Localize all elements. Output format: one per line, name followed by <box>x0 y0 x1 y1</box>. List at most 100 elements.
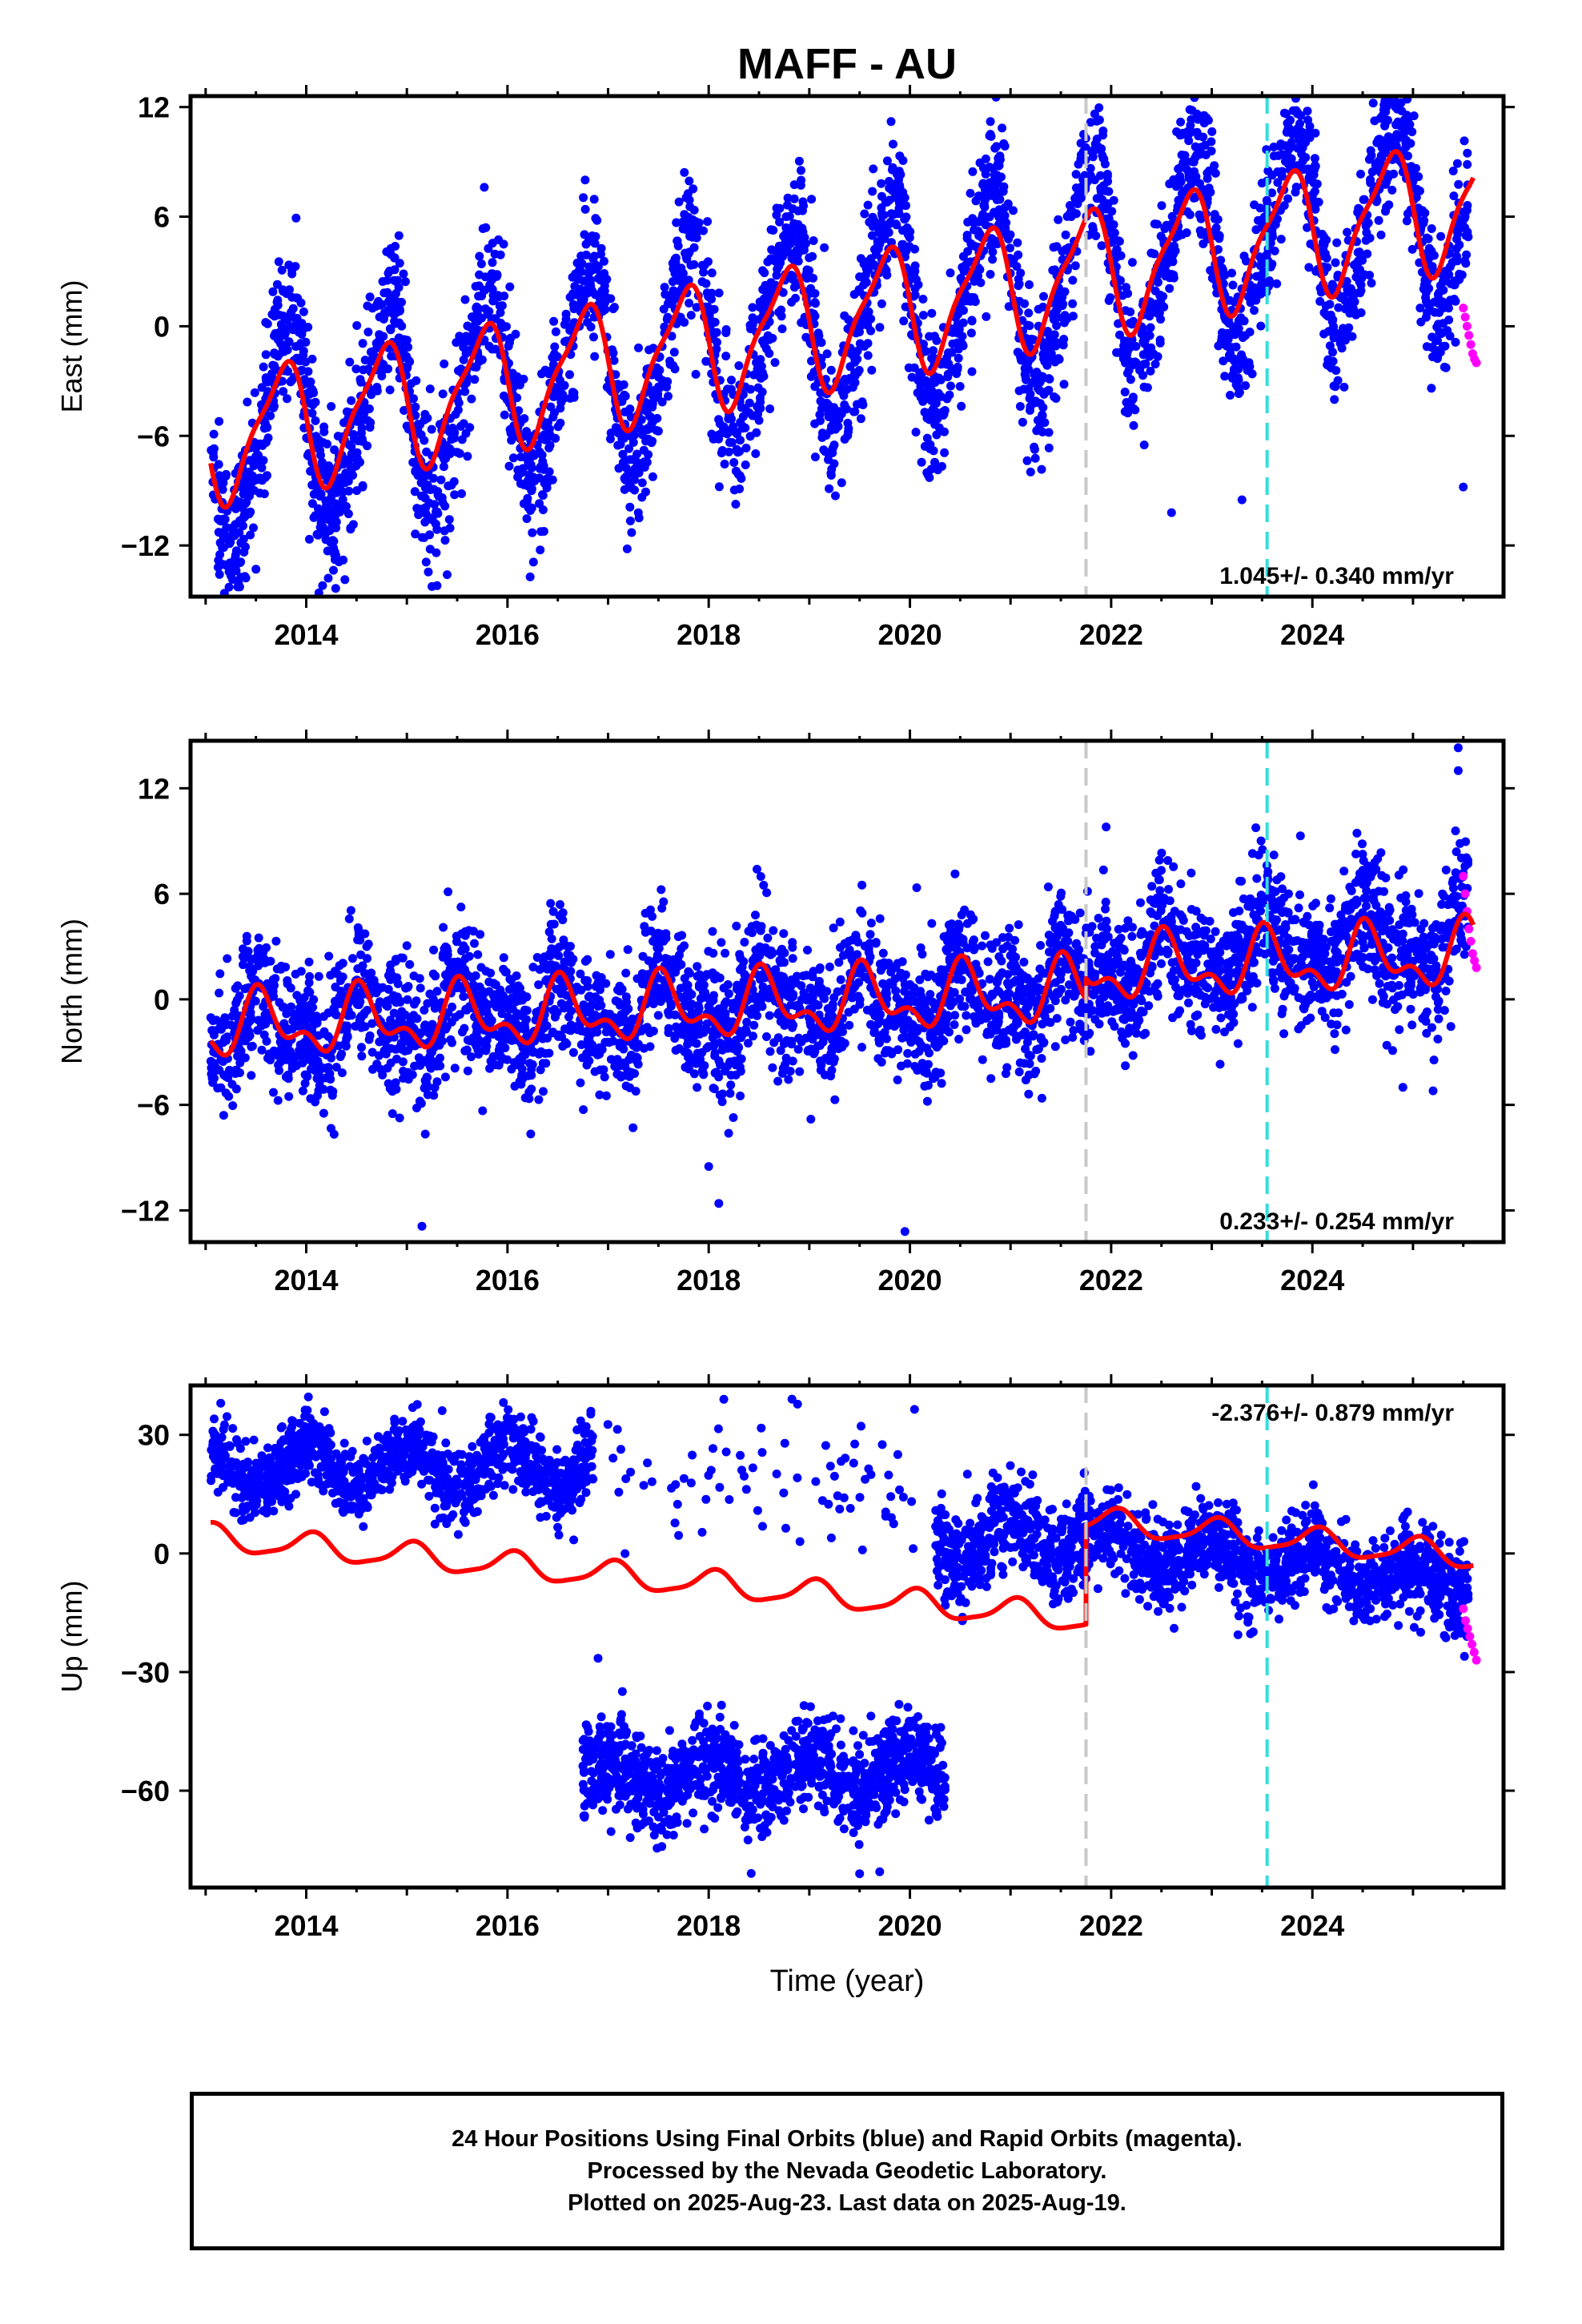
data-point <box>327 402 336 411</box>
data-point <box>1356 286 1366 296</box>
data-point <box>1395 920 1404 930</box>
data-point <box>283 394 291 404</box>
data-point <box>535 447 544 456</box>
data-point <box>1184 136 1194 146</box>
data-point <box>844 315 853 324</box>
data-point <box>391 319 400 328</box>
data-point <box>814 331 824 340</box>
data-point <box>1319 308 1329 317</box>
data-point <box>304 534 314 544</box>
data-point <box>1103 177 1113 186</box>
data-point <box>1251 225 1261 235</box>
data-point <box>877 179 886 188</box>
data-point <box>962 231 972 240</box>
data-point <box>1195 210 1204 219</box>
data-point <box>1326 894 1335 903</box>
data-point <box>215 969 225 979</box>
data-point <box>1343 227 1352 237</box>
data-point <box>1401 138 1411 147</box>
data-point <box>850 407 860 416</box>
data-point <box>980 195 990 205</box>
data-point <box>287 262 297 271</box>
data-point <box>1032 426 1042 436</box>
data-point <box>670 255 680 263</box>
data-point <box>1303 115 1313 125</box>
data-point <box>889 139 897 149</box>
data-point <box>777 324 787 334</box>
data-point <box>916 943 926 952</box>
data-point <box>576 251 586 261</box>
data-point <box>699 267 709 277</box>
data-point <box>724 989 733 999</box>
data-point <box>433 490 443 500</box>
data-point <box>1066 1017 1075 1027</box>
data-point <box>1127 396 1136 405</box>
data-point <box>1068 275 1078 285</box>
data-point <box>999 139 1009 148</box>
data-point <box>746 324 755 334</box>
data-point <box>1112 245 1122 255</box>
data-point <box>1333 376 1343 385</box>
data-point <box>422 447 432 456</box>
data-point <box>752 369 761 379</box>
data-point <box>901 201 910 211</box>
data-point <box>440 359 449 368</box>
data-point <box>602 275 612 284</box>
data-point <box>1460 136 1469 146</box>
data-point <box>259 362 268 372</box>
data-point <box>886 209 896 219</box>
data-point <box>1322 235 1331 245</box>
data-point <box>1354 203 1363 213</box>
data-point <box>528 528 537 537</box>
data-point <box>1277 167 1287 176</box>
data-point <box>796 180 805 190</box>
data-point <box>228 528 238 537</box>
data-point <box>313 489 323 498</box>
data-point <box>1303 107 1312 116</box>
data-point <box>1175 163 1185 172</box>
data-point <box>331 509 340 519</box>
data-point <box>623 945 632 955</box>
data-point <box>363 328 373 337</box>
data-point <box>444 887 453 897</box>
data-point <box>1074 159 1083 169</box>
data-point <box>1368 99 1378 108</box>
data-point <box>1329 333 1339 343</box>
data-point <box>911 428 921 437</box>
data-point <box>1257 179 1267 188</box>
data-point <box>968 167 978 176</box>
data-point <box>231 553 240 563</box>
data-point <box>1457 270 1467 279</box>
data-point <box>1207 137 1216 147</box>
data-point <box>593 274 603 283</box>
data-point <box>1024 308 1034 318</box>
data-point <box>365 292 375 302</box>
data-point <box>1053 312 1062 322</box>
data-point <box>674 197 684 207</box>
data-point <box>1145 312 1154 321</box>
data-point <box>766 225 776 235</box>
data-point <box>1427 384 1436 393</box>
data-point <box>209 452 219 462</box>
data-point <box>953 364 962 374</box>
data-point <box>1349 304 1359 314</box>
data-point <box>957 401 966 411</box>
data-point <box>966 296 975 306</box>
data-point <box>221 472 231 481</box>
data-point <box>1310 154 1319 163</box>
data-point <box>861 263 871 273</box>
data-point <box>589 332 598 342</box>
data-point <box>367 1047 377 1057</box>
data-point <box>622 544 632 553</box>
data-point <box>1461 837 1471 846</box>
data-point <box>1444 316 1454 324</box>
data-point <box>1427 224 1436 233</box>
data-point <box>748 411 757 420</box>
data-point <box>550 384 560 394</box>
data-point <box>1399 128 1409 138</box>
data-point <box>536 527 546 537</box>
data-point <box>1211 168 1220 178</box>
data-point <box>1288 106 1298 115</box>
data-point <box>1159 302 1169 312</box>
data-point <box>950 1011 960 1020</box>
